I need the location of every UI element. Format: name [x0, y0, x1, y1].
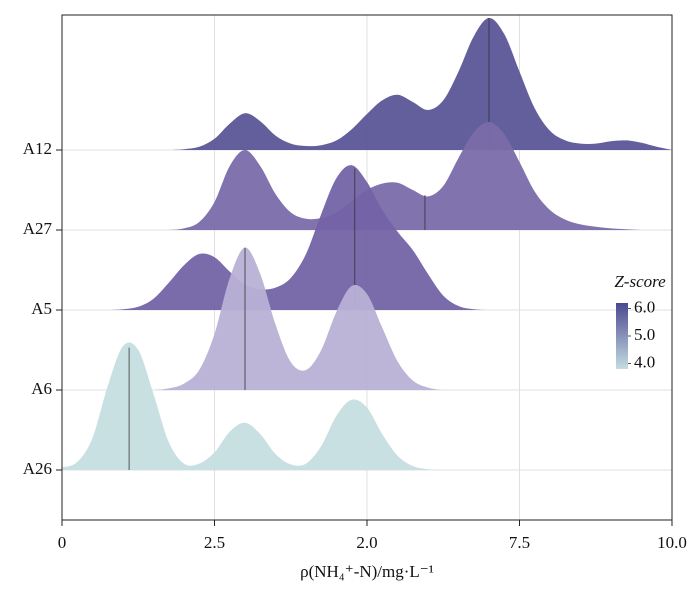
- x-tick-label: 10.0: [657, 533, 687, 552]
- colorbar-tick-label: 6.0: [634, 297, 655, 316]
- colorbar: [616, 303, 628, 369]
- y-tick-label: A12: [23, 139, 52, 158]
- y-tick-label: A26: [23, 459, 52, 478]
- colorbar-tick-label: 5.0: [634, 325, 655, 344]
- y-tick-label: A27: [23, 219, 53, 238]
- y-tick-label: A5: [31, 299, 52, 318]
- ridge: [62, 165, 672, 310]
- ridge: [62, 247, 672, 390]
- colorbar-tick-label: 4.0: [634, 352, 655, 371]
- x-axis-label: ρ(NH₄⁺-N)/mg·L⁻¹: [300, 562, 434, 581]
- y-tick-label: A6: [31, 379, 52, 398]
- x-tick-label: 0: [58, 533, 67, 552]
- ridge: [62, 121, 672, 230]
- ridge: [62, 17, 672, 151]
- ridge: [62, 342, 672, 470]
- x-tick-label: 7.5: [509, 533, 530, 552]
- colorbar-label: Z-score: [614, 272, 666, 291]
- x-tick-label: 2.0: [356, 533, 377, 552]
- x-tick-label: 2.5: [204, 533, 225, 552]
- ridges: [62, 17, 672, 470]
